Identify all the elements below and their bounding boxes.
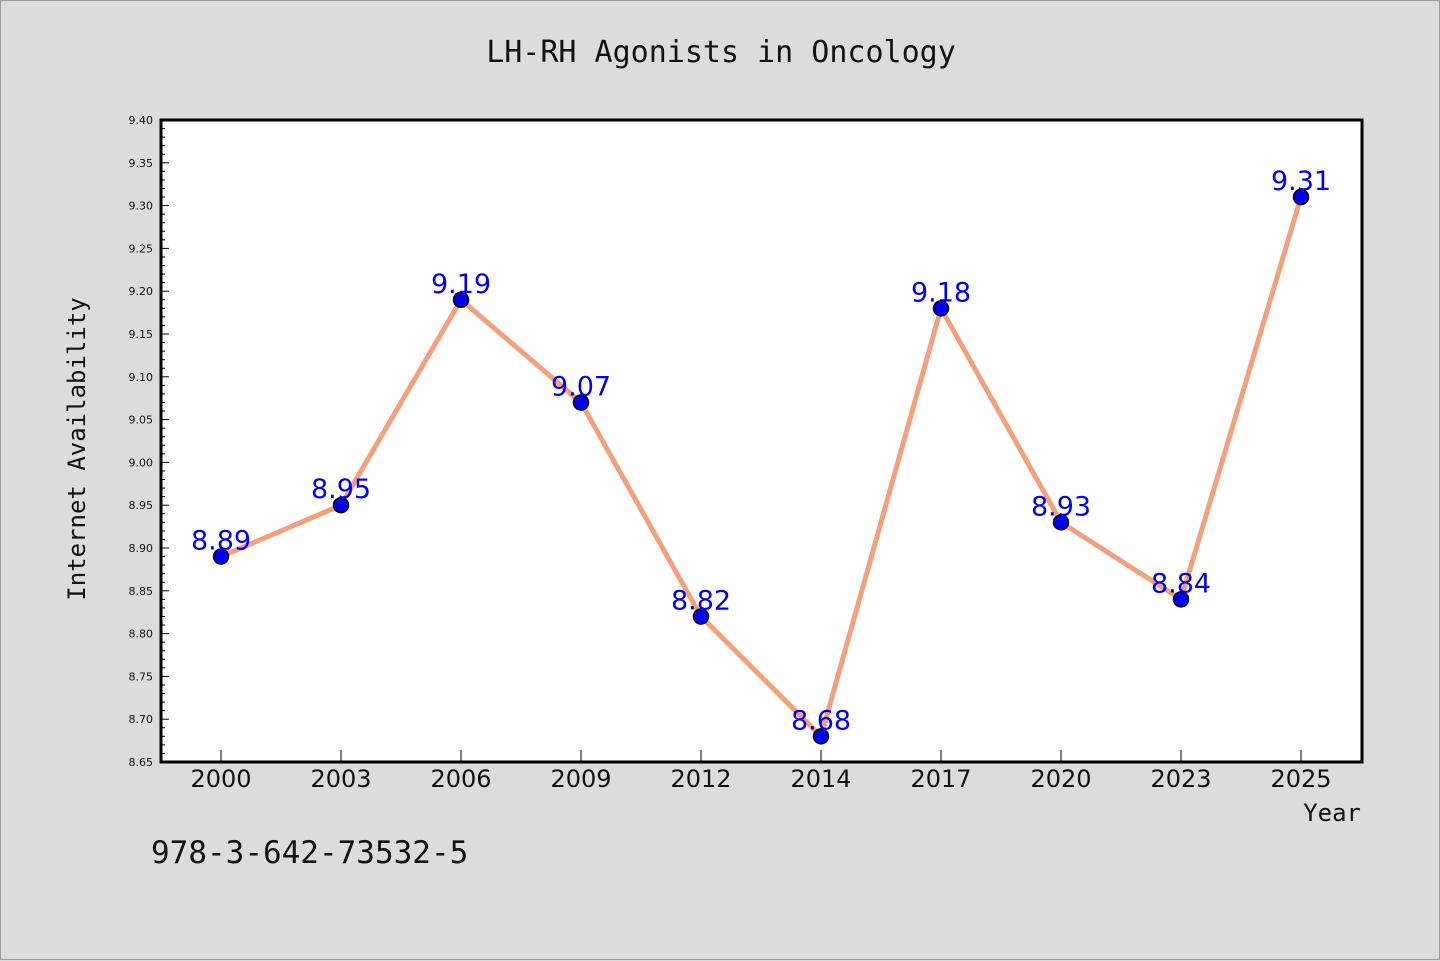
series-line [220,196,1304,739]
data-label: 8.82 [671,585,731,616]
data-point [1172,591,1190,608]
data-label: 9.18 [911,277,971,308]
y-tick-label: 8.85 [129,585,154,598]
data-point [1052,514,1070,531]
plot-area [159,118,1364,764]
data-label: 8.68 [791,705,851,736]
y-tick-label: 9.25 [129,242,154,255]
data-label: 8.95 [311,474,371,505]
data-label: 8.89 [191,526,251,557]
isbn-text: 978-3-642-73532-5 [151,835,469,871]
data-point [332,496,350,514]
x-tick-label: 2012 [670,765,731,793]
x-tick-label: 2000 [190,765,251,793]
data-point [812,728,830,745]
y-tick-label: 8.75 [129,670,154,683]
x-tick-label: 2009 [550,765,611,793]
x-tick-label: 2017 [910,765,971,793]
data-point [212,548,230,565]
y-tick-label: 9.30 [129,200,154,213]
data-point [572,394,590,411]
y-tick-label: 9.10 [129,371,154,384]
x-axis: 2000 2003 2006 2009 2012 2014 2017 2020 2023 2025 [190,750,1332,793]
y-tick-label: 9.35 [129,157,154,170]
x-tick-label: 2006 [430,765,491,793]
y-tick-label: 8.70 [129,713,154,726]
x-tick-label: 2014 [790,765,851,793]
data-point [1292,188,1310,206]
y-tick-label: 9.00 [129,456,154,469]
y-axis: 8.65 8.70 8.75 8.80 8.85 8.90 8.95 9.00 9.05 9.10… [129,114,169,769]
data-point [932,300,950,317]
chart-title: LH-RH Agonists in Oncology [486,35,956,70]
data-point [452,291,470,309]
y-tick-label: 8.95 [129,499,154,512]
data-points [212,188,1310,745]
x-tick-label: 2023 [1150,765,1211,793]
data-label: 8.93 [1031,491,1091,522]
y-tick-label: 9.20 [129,285,154,298]
y-tick-label: 8.65 [129,756,154,769]
y-tick-label: 9.05 [129,414,154,427]
x-tick-label: 2020 [1030,765,1091,793]
x-axis-label: Year [1303,799,1361,827]
x-tick-label: 2025 [1270,765,1331,793]
data-point [692,608,710,625]
x-tick-label: 2003 [310,765,371,793]
data-label: 8.84 [1151,568,1211,599]
y-tick-label: 9.15 [129,328,154,341]
data-labels: 8.89 8.95 9.19 9.07 8.82 8.68 9.18 8.93 8.84 9.31 [191,166,1331,736]
y-tick-label: 8.90 [129,542,154,555]
data-label: 9.31 [1271,166,1331,197]
y-tick-label: 8.80 [129,628,154,641]
y-axis-label: Internet Availability [63,297,91,600]
y-tick-label: 9.40 [129,114,154,127]
data-label: 9.07 [551,371,611,402]
data-label: 9.19 [431,269,491,300]
